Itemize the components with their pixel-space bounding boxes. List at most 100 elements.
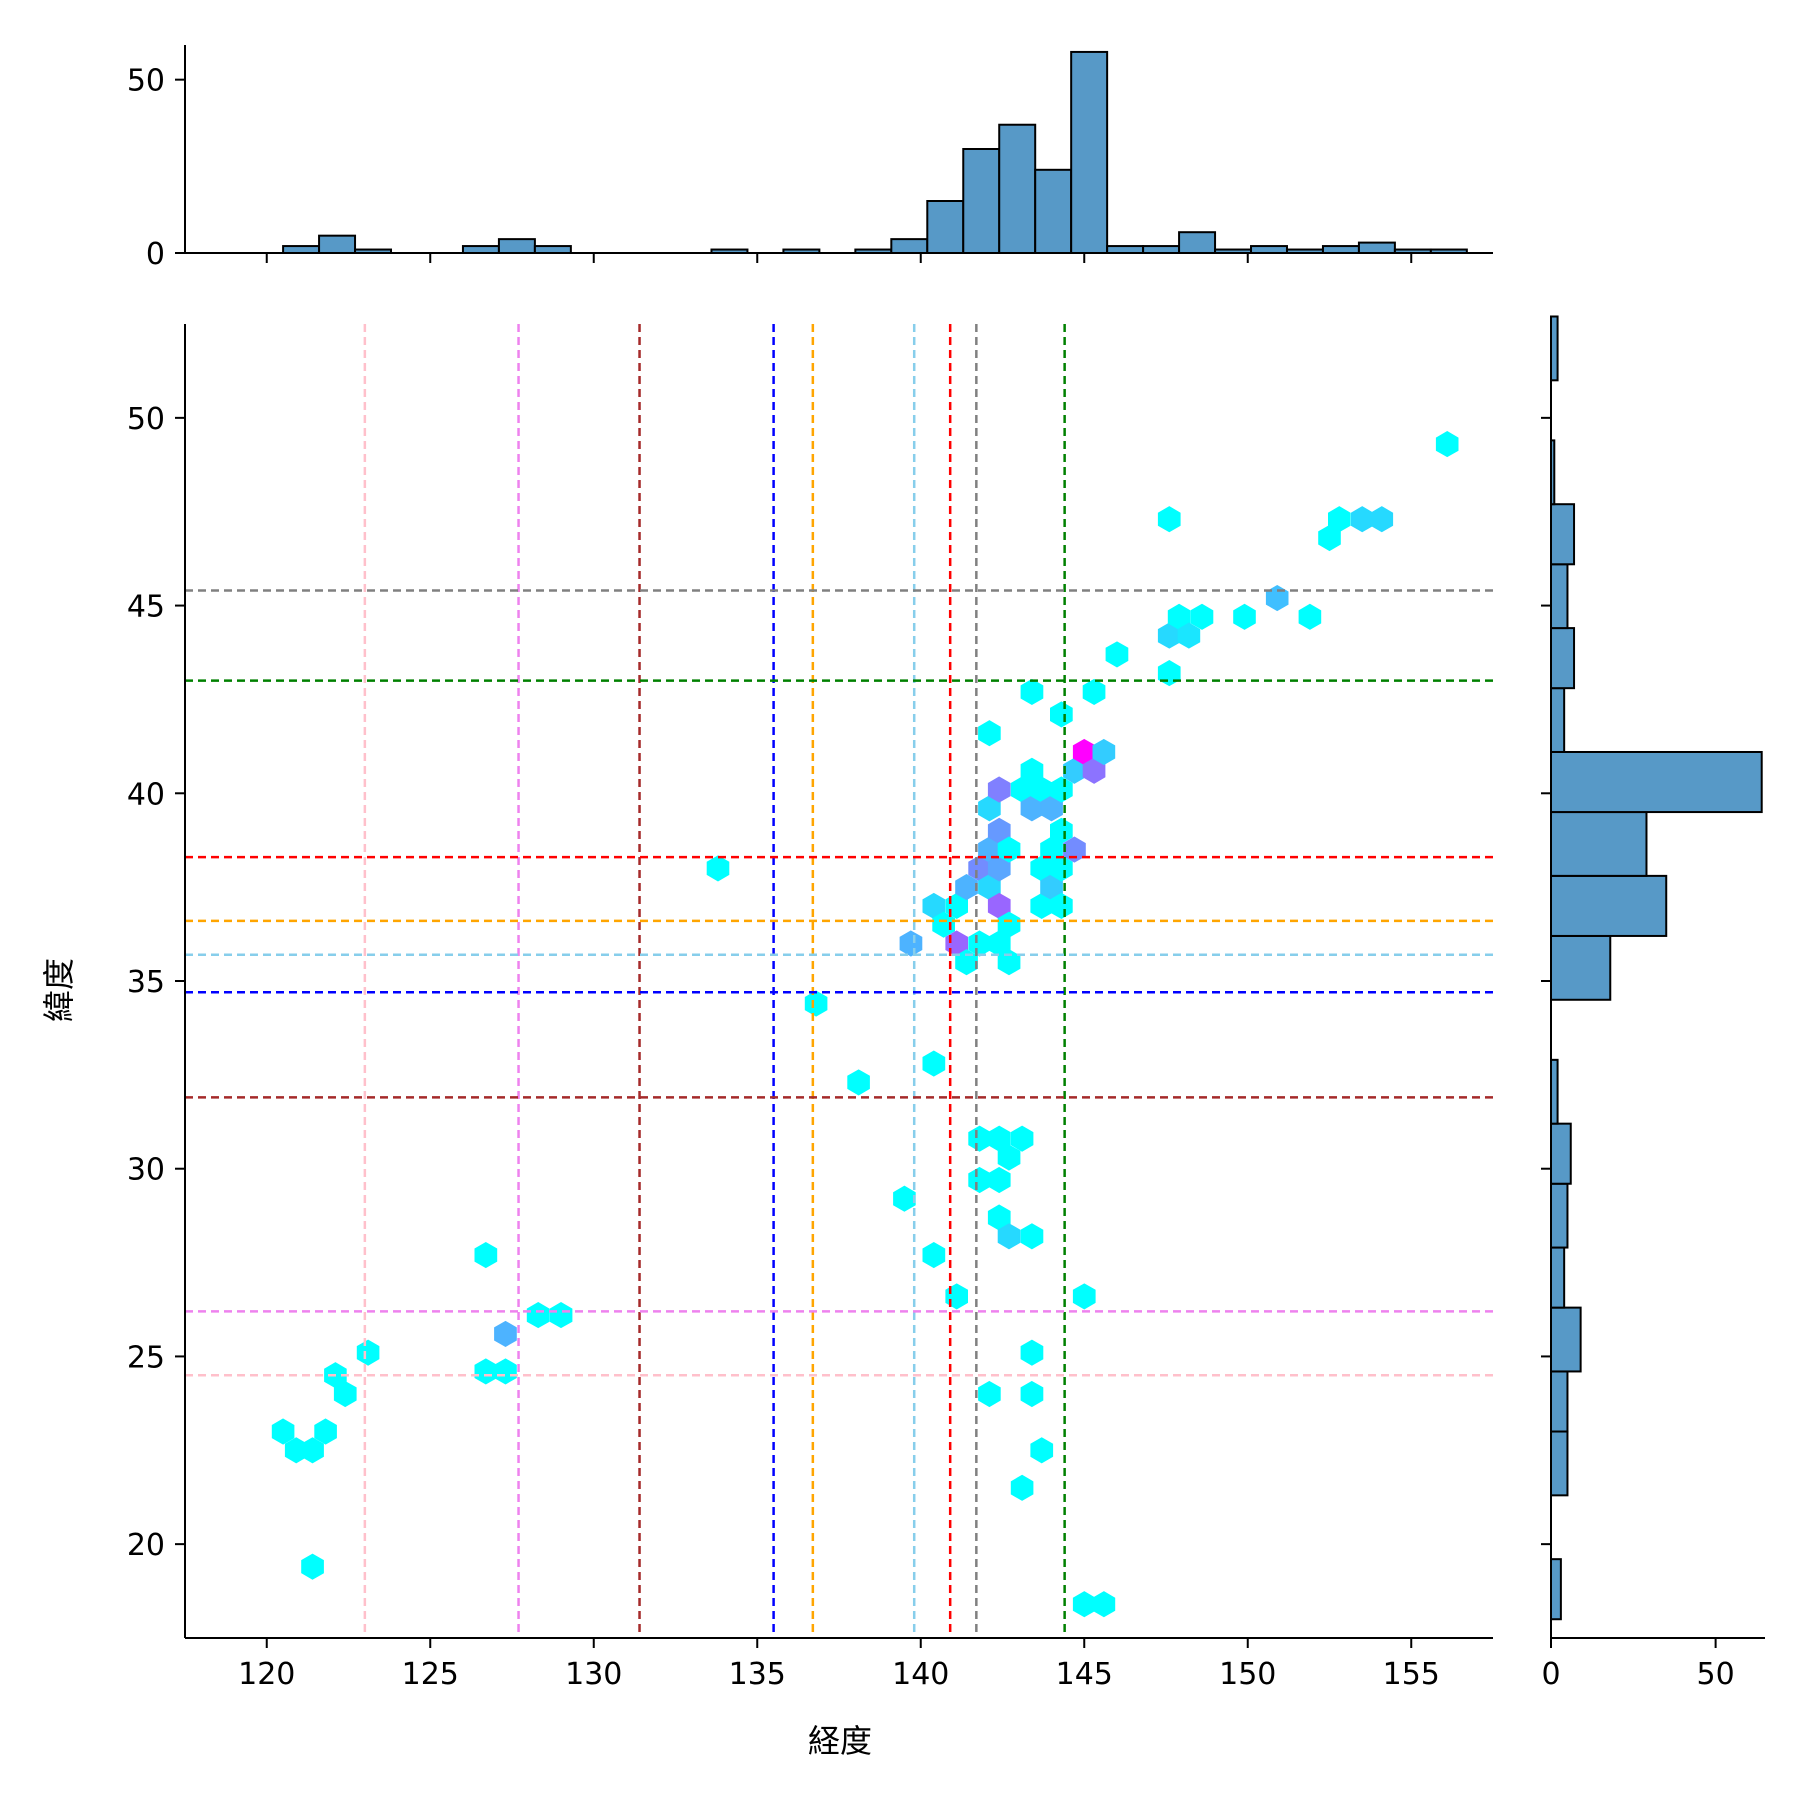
x-axis-label: 経度 — [808, 1722, 872, 1760]
hex-cell — [1435, 431, 1459, 458]
top-hist-bar — [461, 245, 500, 254]
hex-cell — [997, 836, 1021, 863]
hex-cell — [987, 1166, 1011, 1194]
hex-cell — [1030, 1437, 1054, 1464]
right-hist-bar — [1550, 1430, 1569, 1497]
hex-cell — [494, 1320, 517, 1347]
y-tick-label: 20 — [127, 1528, 165, 1563]
x-tick-label: 145 — [1056, 1657, 1113, 1692]
hex-cell — [922, 1242, 946, 1269]
x-tick-label: 135 — [729, 1657, 786, 1692]
hex-cell — [1020, 1380, 1044, 1408]
hexbin-plot-area: 120 125 130 135 140 145 150 155 20 25 30 35 40 45 50 — [127, 324, 1493, 1692]
hex-cell — [978, 720, 1001, 747]
hex-cell — [549, 1302, 573, 1329]
hex-cell — [333, 1380, 357, 1408]
hex-cell — [1092, 738, 1116, 766]
top-hist-bar — [1357, 241, 1396, 255]
hex-cell — [968, 930, 991, 957]
top-hist-bar — [1034, 168, 1073, 254]
hex-cell — [1190, 603, 1214, 630]
hex-cell — [1050, 855, 1073, 882]
y-tick-label: 40 — [127, 777, 165, 812]
hex-cell — [1370, 506, 1394, 533]
hex-cell — [526, 1302, 550, 1329]
top-hist-bar — [1106, 245, 1145, 254]
hex-cell — [1050, 817, 1073, 844]
right-hist-bar — [1550, 627, 1576, 690]
right-hist-bar — [1550, 934, 1612, 1001]
hex-cell — [1157, 506, 1181, 533]
top-hist-y-tick-label: 50 — [127, 64, 165, 99]
y-tick-label: 30 — [127, 1153, 165, 1188]
hex-cell — [1177, 622, 1201, 649]
top-hist-bar — [282, 245, 321, 254]
y-axis-label: 緯度 — [40, 958, 78, 1022]
hex-cell — [1020, 678, 1044, 705]
hex-cell — [1298, 603, 1322, 630]
top-hist-bar — [998, 123, 1037, 254]
hex-cell — [1072, 1283, 1096, 1310]
top-hist-bar — [890, 238, 929, 254]
right-hist-x-tick-label: 0 — [1541, 1657, 1560, 1692]
hex-cell — [1092, 1591, 1116, 1618]
hex-cell — [1050, 776, 1073, 803]
hex-cell — [1350, 506, 1374, 533]
y-tick-label: 50 — [127, 402, 165, 437]
x-tick-label: 150 — [1219, 1657, 1276, 1692]
right-hist-bar — [1550, 1558, 1562, 1621]
hex-cell — [978, 1380, 1001, 1408]
x-tick-label: 125 — [402, 1657, 459, 1692]
hex-cell — [474, 1358, 498, 1385]
top-hist-y-tick-label: 0 — [146, 237, 165, 272]
hex-cell — [1020, 1223, 1044, 1250]
hex-cell — [1010, 1125, 1034, 1152]
top-hist-bar — [1070, 50, 1109, 254]
hex-cell — [997, 949, 1021, 976]
right-hist-bar — [1550, 1182, 1569, 1249]
hex-cell — [301, 1437, 324, 1464]
hex-cell — [301, 1553, 324, 1580]
right-hist-bar — [1550, 874, 1668, 937]
hex-cell — [968, 1166, 991, 1194]
top-hist-bar — [962, 148, 1001, 254]
y-tick-label: 35 — [127, 965, 165, 1000]
hex-cell — [1105, 641, 1129, 668]
hex-cell — [987, 855, 1011, 882]
right-hist-bar — [1550, 1370, 1569, 1433]
hex-cell — [804, 990, 828, 1017]
right-hist-bar — [1550, 1306, 1582, 1373]
right-hist-bar — [1550, 503, 1576, 566]
right-hist-bar — [1550, 811, 1648, 877]
x-tick-label: 155 — [1383, 1657, 1440, 1692]
x-tick-label: 120 — [238, 1657, 295, 1692]
hex-cell — [1050, 701, 1073, 728]
hex-cell — [1010, 1474, 1034, 1501]
x-tick-label: 140 — [892, 1657, 949, 1692]
right-hist-bar — [1550, 1122, 1572, 1185]
hex-cell — [1328, 506, 1351, 533]
hex-cell — [968, 1125, 991, 1152]
top-hist-bar — [1321, 245, 1360, 254]
hex-cell — [997, 1144, 1021, 1171]
hex-cell — [1040, 795, 1063, 822]
hex-cell — [922, 1050, 946, 1077]
hex-cell — [356, 1339, 380, 1366]
right-hist-bar — [1550, 750, 1763, 814]
hex-cell — [1020, 1339, 1044, 1366]
top-hist-bar — [318, 234, 357, 255]
hex-cell — [978, 795, 1001, 822]
hex-cell — [932, 911, 955, 938]
hex-cell — [1233, 603, 1256, 630]
hex-cell — [271, 1418, 295, 1445]
hex-cell — [997, 1223, 1021, 1250]
right-hist-x-tick-label: 50 — [1697, 1657, 1735, 1692]
hex-cell — [955, 874, 978, 901]
top-hist-bar — [1142, 245, 1181, 254]
hex-cell — [314, 1418, 337, 1445]
right-hist-bar — [1550, 687, 1566, 753]
top-hist-bar — [1178, 231, 1217, 254]
hex-cell — [474, 1242, 498, 1269]
hex-cell — [893, 1185, 916, 1212]
